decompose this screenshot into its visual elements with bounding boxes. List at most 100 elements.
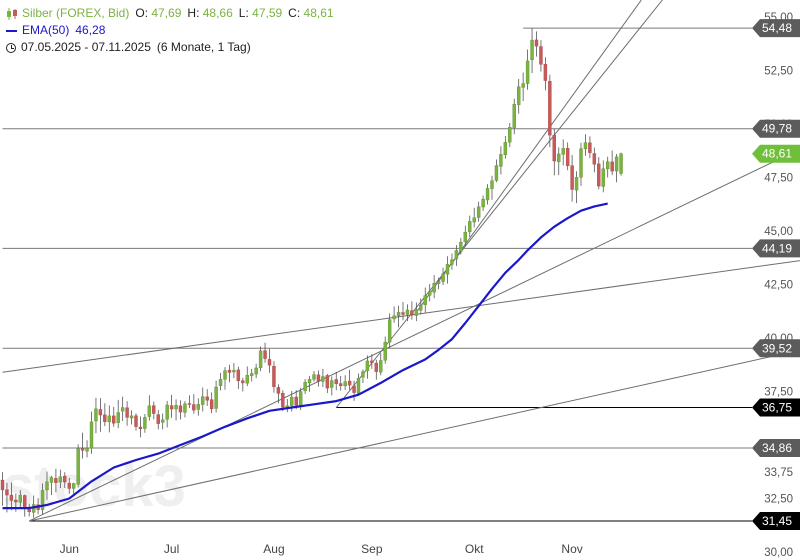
low-value: 47,59 (252, 6, 283, 20)
level-tag (752, 339, 800, 358)
high-value: 48,66 (202, 6, 233, 20)
candle-body (521, 83, 525, 88)
period-row: 07.05.2025 - 07.11.2025 (6 Monate, 1 Tag… (6, 39, 334, 56)
candle-body (165, 404, 169, 420)
candle-body (459, 241, 463, 252)
candle-body (343, 381, 347, 387)
level-tag-label: 31,45 (762, 514, 792, 528)
candle-body (80, 448, 85, 451)
candle-body (63, 475, 67, 483)
candle-body (428, 291, 432, 296)
candle-body (436, 281, 441, 284)
low-label: L: (238, 6, 249, 20)
candle-body (223, 370, 227, 380)
x-tick-label: Aug (263, 542, 284, 556)
candle-body (565, 147, 570, 166)
candle-body (241, 380, 245, 384)
candle-body (281, 393, 285, 408)
x-tick-label: Nov (561, 542, 582, 556)
candle-body (174, 404, 178, 410)
period-range: 07.05.2025 - 07.11.2025 (21, 40, 151, 54)
candle-body (76, 448, 80, 485)
y-tick-label: 30,00 (764, 547, 793, 559)
candle-body (570, 165, 574, 190)
x-tick-label: Okt (465, 542, 484, 556)
candle-body (45, 481, 49, 491)
ema-value: 46,28 (75, 23, 106, 37)
candle-body (71, 483, 76, 489)
open-label: O: (135, 6, 149, 20)
candle-body (129, 415, 134, 419)
candle-body (196, 404, 201, 410)
candle-body (245, 375, 249, 384)
close-value: 48,61 (303, 6, 334, 20)
candle-body (468, 221, 472, 233)
candle-body (423, 295, 427, 306)
candle-body (0, 479, 5, 491)
candle-body (316, 374, 321, 382)
candle-body (267, 359, 272, 366)
candle-body (548, 80, 552, 136)
candle-body (370, 360, 374, 363)
candle-body (116, 412, 120, 423)
candle-body (450, 259, 454, 265)
candles (0, 28, 623, 518)
candle-body (374, 362, 378, 372)
candle-body (18, 494, 22, 503)
candle-body (214, 386, 218, 409)
candle-body (561, 148, 565, 155)
candle-body (414, 309, 419, 316)
level-tag-label: 54,48 (762, 21, 792, 35)
candle-body (40, 490, 45, 510)
candle-body (138, 426, 143, 429)
candle-body (494, 165, 499, 181)
candle-body (610, 161, 614, 172)
candle-body (5, 489, 9, 496)
trendline (415, 0, 642, 313)
y-tick-label: 47,50 (764, 173, 793, 185)
candle-body (307, 379, 312, 384)
candle-body (263, 350, 267, 359)
candle-body (107, 415, 112, 423)
candle-body (405, 309, 410, 315)
candle-body (481, 198, 485, 208)
open-value: 47,69 (151, 6, 182, 20)
candle-body (387, 319, 392, 343)
candle-body (192, 404, 196, 411)
chart-legend: Silber (FOREX, Bid) O: 47,69 H: 48,66 L:… (6, 5, 334, 56)
level-tag (752, 19, 800, 38)
x-tick-label: Jul (164, 542, 179, 556)
level-tag (752, 398, 800, 417)
candle-body (178, 405, 183, 413)
candle-body (606, 161, 610, 170)
candle-body (312, 374, 316, 380)
candle-body (254, 367, 258, 375)
candle-body (89, 421, 94, 449)
candle-body (463, 232, 467, 242)
instrument-name: Silber (FOREX, Bid) (22, 6, 130, 20)
candle-body (445, 264, 450, 275)
candle-body (285, 405, 289, 408)
trendline (29, 349, 800, 522)
level-tag-label: 44,19 (762, 241, 792, 255)
level-tag-label: 48,61 (762, 147, 792, 161)
candle-body (539, 46, 543, 65)
candle-body (339, 383, 343, 386)
trendlines (2, 0, 800, 522)
ohlc-row: Silber (FOREX, Bid) O: 47,69 H: 48,66 L:… (6, 5, 334, 22)
candle-body (94, 408, 98, 422)
ema-line-icon (6, 29, 17, 32)
candle-body (98, 409, 103, 416)
candle-body (530, 39, 534, 60)
candle-body (103, 414, 107, 422)
candle-body (134, 415, 138, 427)
candle-body (334, 379, 338, 384)
candle-body (85, 448, 89, 452)
candle-body (597, 163, 601, 187)
candle-body (205, 396, 209, 401)
level-tag-label: 49,78 (762, 122, 792, 136)
candle-body (183, 403, 187, 413)
candle-body (508, 127, 512, 143)
candle-body (614, 156, 619, 172)
candle-body (49, 477, 54, 483)
